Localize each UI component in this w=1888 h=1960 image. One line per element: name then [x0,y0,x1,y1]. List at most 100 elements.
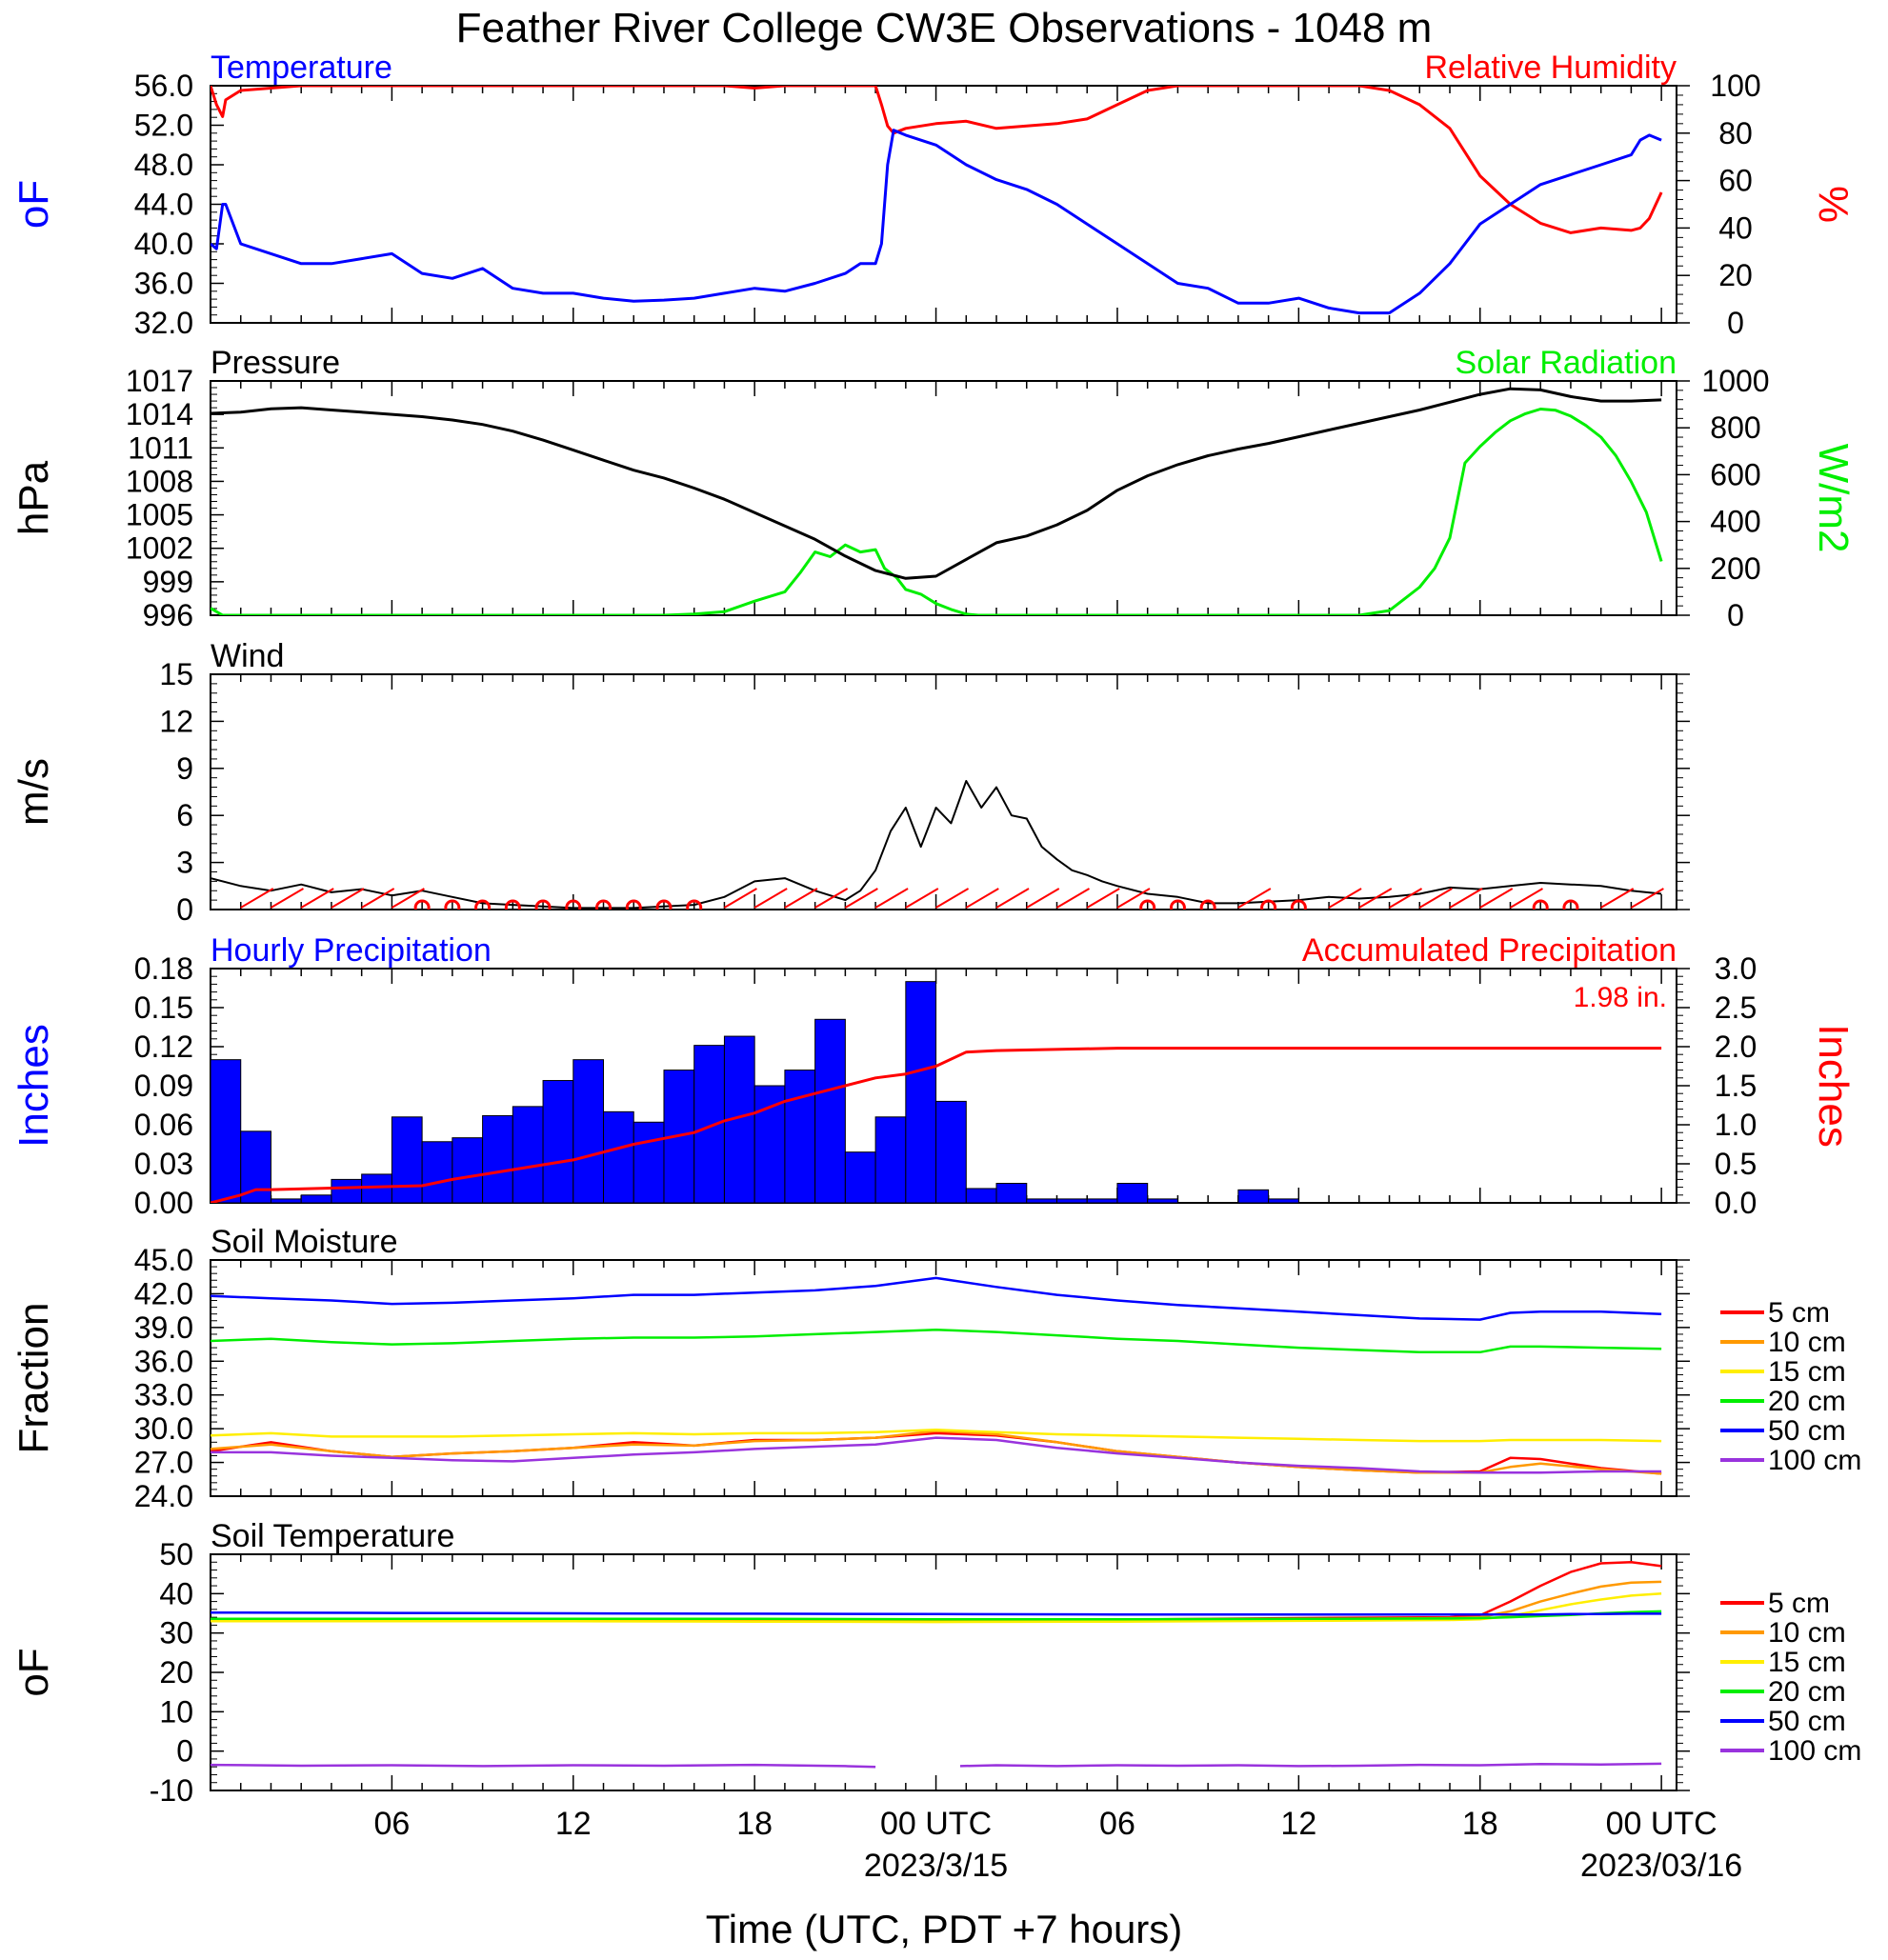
x-tick-label: 06 [1099,1806,1135,1842]
calm-wind-marker [1169,899,1186,910]
soil-temperature-line [211,1592,1662,1624]
y-tick-label-right: 60 [1718,164,1753,198]
calm-wind-marker [413,899,431,910]
panel-data [211,1561,1662,1769]
precip-bar [1086,1198,1118,1203]
precip-bar [814,1018,846,1203]
wind-barb [844,888,878,909]
y-tick-label-left: 0.12 [134,1030,193,1064]
wind-barb [905,888,939,909]
precip-bar [844,1151,876,1203]
y-tick-label-right: 600 [1710,457,1760,491]
legend-label: 100 cm [1768,1735,1861,1767]
y-tick-label-left: -10 [150,1773,193,1808]
wind-barb [1055,888,1091,909]
calm-wind-marker [595,899,613,910]
legend-label: 50 cm [1768,1706,1846,1737]
y-tick-label-left: 32.0 [134,306,193,340]
y-tick-label-right: 1.5 [1715,1069,1757,1103]
y-tick-label-left: 27.0 [134,1446,193,1480]
soil-moisture-line [211,1436,1662,1474]
y-tick-label-right: 2.5 [1715,990,1757,1025]
y-tick-label-left: 30 [159,1616,193,1650]
wind-barb [1237,888,1272,909]
y-tick-label-left: 999 [143,565,193,599]
pressure-line [211,387,1662,580]
chart-title: Feather River College CW3E Observations … [456,5,1433,51]
wind-barb [1086,888,1120,909]
panel-temperature-humidity: 56.0 52.0 48.0 44.0 40.0 36.0 32.0 100 80 60 40 20 0… [10,50,1857,340]
soil-temperature-line [211,1610,1662,1616]
legend-label: 15 cm [1768,1356,1846,1388]
calm-wind-marker [1532,899,1549,910]
y-axis-label-right: % [1810,186,1857,223]
y-tick-label-left: 36.0 [134,267,193,301]
y-tick-label-right: 20 [1718,258,1753,292]
calm-wind-marker [686,899,703,910]
y-tick-label-left: 996 [143,598,193,632]
y-tick-label-left: 10 [159,1694,193,1729]
precip-bar [1268,1198,1299,1203]
precip-bar [603,1110,634,1203]
y-tick-label-left: 0 [176,1734,193,1769]
y-tick-label-right: 1.0 [1715,1108,1757,1142]
precip-bar [874,1116,907,1203]
y-axis-label-left: m/s [10,758,57,826]
wind-barb [270,888,304,909]
precip-bar [935,1100,967,1203]
calm-wind-marker [474,899,492,910]
precip-bar [542,1080,574,1203]
y-tick-label-left: 36.0 [134,1344,193,1378]
wind-barb [1418,888,1453,909]
wind-barb [1116,888,1151,909]
precip-bar [1055,1198,1088,1203]
wind-barb [1600,888,1635,909]
wind-barb [391,888,425,909]
calm-wind-marker [625,899,642,910]
y-tick-label-left: 24.0 [134,1479,193,1513]
panel-title-left: Hourly Precipitation [211,932,492,969]
panel-data [211,86,1663,315]
y-tick-label-left: 39.0 [134,1310,193,1345]
x-date-label: 2023/03/16 [1580,1848,1742,1884]
x-tick-label: 12 [555,1806,592,1842]
y-tick-label-right: 80 [1718,116,1753,150]
wind-barb [331,888,365,909]
y-tick-label-left: 20 [159,1655,193,1690]
y-axis-label-right: W/m2 [1810,444,1857,553]
legend-label: 15 cm [1768,1647,1846,1678]
y-tick-label-left: 1002 [126,531,193,566]
wind-speed-line [211,780,1662,910]
calm-wind-marker [1139,899,1156,910]
panel-title-left: Pressure [211,345,340,381]
y-tick-label-left: 0.18 [134,951,193,986]
precip-bar [1116,1183,1149,1203]
y-tick-label-right: 3.0 [1715,951,1757,986]
precip-bar [905,981,937,1203]
y-tick-label-right: 800 [1710,410,1760,445]
accumulated-total-label: 1.98 in. [1574,982,1667,1013]
calm-wind-marker [565,899,582,910]
precip-bar [753,1085,786,1203]
wind-barb [1026,888,1060,909]
panel-title-right: Accumulated Precipitation [1302,932,1677,969]
calm-wind-marker [1562,899,1579,910]
calm-wind-marker [534,899,552,910]
y-tick-label-left: 9 [176,751,193,786]
panel-title-left: Soil Moisture [211,1224,398,1260]
wind-barb [1479,888,1514,909]
soil-temperature-line [959,1762,1662,1768]
soil-temperature-line [211,1763,876,1769]
wind-barb [723,888,757,909]
y-tick-label-left: 40.0 [134,227,193,261]
panel-title-left: Soil Temperature [211,1518,454,1554]
wind-barb [240,888,274,909]
y-tick-label-right: 40 [1718,210,1753,245]
y-tick-label-left: 40 [159,1576,193,1610]
panel-wind: 15 12 9 6 3 0 Wind m/s [10,638,1690,927]
y-tick-label-left: 45.0 [134,1243,193,1277]
humidity-line [211,86,1663,234]
x-tick-label: 00 UTC [880,1806,992,1842]
y-axis-label-left: Inches [10,1024,57,1148]
